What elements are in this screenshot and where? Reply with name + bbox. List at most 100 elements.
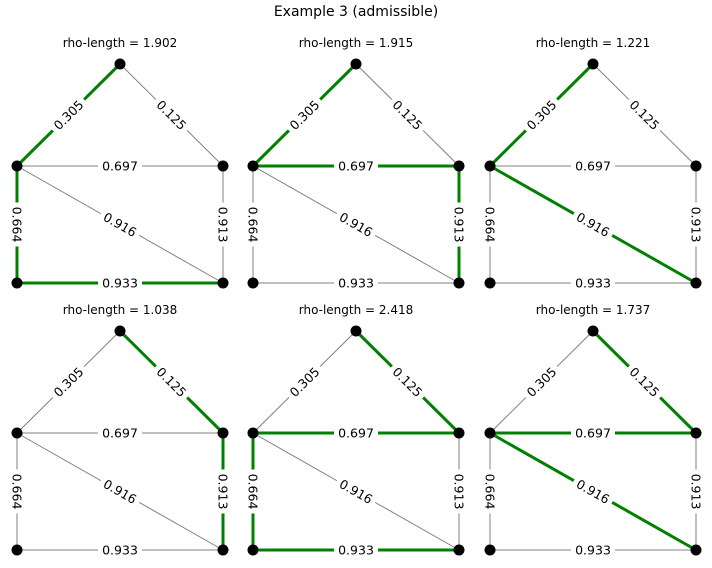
- edge-label-background: [571, 541, 615, 559]
- edge-label: 0.664: [483, 474, 498, 510]
- panel-title: rho-length = 1.737: [536, 303, 651, 317]
- edge-label-background: [385, 360, 430, 404]
- node-bottom-right: [453, 277, 465, 289]
- edge-label-background: [282, 360, 327, 404]
- node-right: [453, 427, 465, 439]
- edge-label: 0.916: [337, 209, 376, 240]
- edge-label-background: [98, 424, 142, 442]
- edge-label: 0.664: [246, 207, 261, 243]
- edge-label: 0.933: [102, 276, 138, 291]
- edge-label-group: 0.664: [8, 469, 26, 514]
- node-bottom-left: [247, 277, 259, 289]
- node-bottom-right: [690, 544, 702, 556]
- edge-label-background: [569, 205, 617, 244]
- panel-title: rho-length = 1.221: [536, 36, 651, 50]
- edge-label-background: [96, 472, 144, 511]
- node-bottom-right: [453, 544, 465, 556]
- edge-label-group: 0.697: [98, 157, 142, 175]
- edge-label: 0.664: [10, 207, 25, 243]
- edge-label: 0.664: [483, 207, 498, 243]
- node-right: [690, 160, 702, 172]
- edge-label-group: 0.125: [622, 93, 667, 137]
- edge-label-background: [519, 360, 564, 404]
- edge-label-group: 0.916: [569, 205, 617, 244]
- edge-label: 0.916: [574, 476, 613, 507]
- edge-label-group: 0.933: [334, 541, 378, 559]
- edge-label-background: [332, 472, 380, 511]
- edge-label-group: 0.933: [98, 274, 142, 292]
- edge-label-background: [334, 424, 378, 442]
- edge-label-group: 0.933: [571, 274, 615, 292]
- node-bottom-right: [217, 277, 229, 289]
- node-bottom-left: [11, 277, 23, 289]
- graph-panel-2: rho-length = 1.915 0.305 0.125 0.697 0.916 0.…: [244, 36, 468, 292]
- edge-label-background: [244, 469, 262, 514]
- panel-title: rho-length = 1.902: [63, 36, 178, 50]
- edge-label-background: [8, 469, 26, 514]
- edge-label-background: [98, 274, 142, 292]
- edge-label-group: 0.933: [98, 541, 142, 559]
- edge-label-background: [98, 541, 142, 559]
- edge-label: 0.697: [338, 426, 374, 441]
- edge-label-background: [687, 469, 705, 514]
- edge-label-background: [332, 205, 380, 244]
- graph-panel-3: rho-length = 1.221 0.305 0.125 0.697 0.916 0.…: [481, 36, 705, 292]
- edge-label-group: 0.664: [8, 202, 26, 247]
- edge-label-background: [98, 157, 142, 175]
- edge-label-background: [244, 202, 262, 247]
- graph-panel-1: rho-length = 1.902 0.305 0.125 0.697 0.916 0.…: [8, 36, 232, 292]
- panel-title: rho-length = 1.915: [299, 36, 414, 50]
- edge-label-group: 0.697: [334, 157, 378, 175]
- edge-label-group: 0.664: [481, 469, 499, 514]
- edge-label-group: 0.916: [332, 205, 380, 244]
- edge-label: 0.697: [102, 159, 138, 174]
- edge-label-background: [96, 205, 144, 244]
- node-bottom-left: [484, 277, 496, 289]
- node-bottom-left: [484, 544, 496, 556]
- edge-label: 0.933: [575, 276, 611, 291]
- edge-label-background: [46, 360, 91, 404]
- edge-label-group: 0.916: [332, 472, 380, 511]
- edge-label-group: 0.305: [46, 93, 91, 137]
- edge-label-group: 0.913: [450, 469, 468, 514]
- edge-label-group: 0.305: [282, 360, 327, 404]
- edge-label-background: [282, 93, 327, 137]
- node-bottom-left: [11, 544, 23, 556]
- panel-title: rho-length = 2.418: [299, 303, 414, 317]
- edge-label-background: [450, 469, 468, 514]
- edge-label: 0.916: [101, 209, 140, 240]
- edge-label-background: [8, 202, 26, 247]
- edge-label: 0.697: [575, 159, 611, 174]
- edge-label-background: [149, 360, 194, 404]
- node-top: [114, 325, 126, 337]
- edge-label-group: 0.913: [450, 202, 468, 247]
- edge-label-group: 0.913: [214, 469, 232, 514]
- edge-label-background: [519, 93, 564, 137]
- edge-label-group: 0.125: [385, 93, 430, 137]
- edge-label: 0.913: [689, 474, 704, 510]
- edge-label: 0.916: [337, 476, 376, 507]
- edge-label-group: 0.697: [571, 157, 615, 175]
- edge-label-background: [571, 274, 615, 292]
- edge-label-group: 0.125: [622, 360, 667, 404]
- edge-label-background: [450, 202, 468, 247]
- node-bottom-left: [247, 544, 259, 556]
- node-top: [114, 58, 126, 70]
- edge-label: 0.913: [452, 207, 467, 243]
- edge-label: 0.913: [216, 474, 231, 510]
- edge-label-background: [622, 360, 667, 404]
- edge-label-group: 0.916: [569, 472, 617, 511]
- graph-panel-6: rho-length = 1.737 0.305 0.125 0.697 0.916 0.…: [481, 303, 705, 559]
- edge-label: 0.933: [102, 543, 138, 558]
- figure-title: Example 3 (admissible): [273, 4, 439, 20]
- edge-label-group: 0.916: [96, 472, 144, 511]
- edge-label: 0.697: [575, 426, 611, 441]
- edge-label-background: [334, 541, 378, 559]
- edge-label: 0.913: [452, 474, 467, 510]
- graph-panel-5: rho-length = 2.418 0.305 0.125 0.697 0.916 0.…: [244, 303, 468, 559]
- edge-label: 0.664: [10, 474, 25, 510]
- edge-label-group: 0.916: [96, 205, 144, 244]
- node-right: [217, 427, 229, 439]
- edge-label-group: 0.305: [46, 360, 91, 404]
